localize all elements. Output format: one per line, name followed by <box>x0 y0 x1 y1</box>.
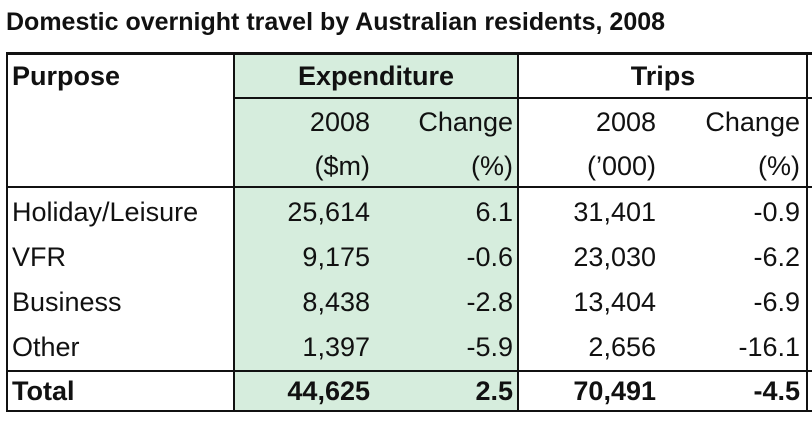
row-exp-2008: 1,397 <box>302 332 370 362</box>
total-trips-2008: 70,491 <box>573 376 656 406</box>
header-trips-year: 2008 <box>595 107 656 137</box>
header-expenditure: Expenditure <box>297 61 455 91</box>
header-exp-change: Change <box>418 107 513 137</box>
total-label: Total <box>12 376 75 406</box>
row-purpose: VFR <box>12 242 66 272</box>
row-purpose: Other <box>12 332 80 362</box>
total-trips-change: -4.5 <box>753 376 800 406</box>
row-trips-2008: 13,404 <box>573 287 656 317</box>
row-exp-change: -5.9 <box>466 332 513 362</box>
row-purpose: Business <box>12 287 122 317</box>
row-exp-2008: 8,438 <box>302 287 370 317</box>
table-title: Domestic overnight travel by Australian … <box>6 8 666 36</box>
unit-exp-value: ($m) <box>314 151 371 181</box>
row-exp-2008: 25,614 <box>287 197 370 227</box>
header-purpose: Purpose <box>12 61 121 91</box>
row-trips-change: -6.9 <box>753 287 800 317</box>
row-trips-2008: 2,656 <box>588 332 656 362</box>
table-left-border <box>6 52 8 412</box>
group-header-underline <box>234 97 812 99</box>
table-right-border <box>806 52 808 412</box>
header-bottom-border <box>6 186 812 188</box>
row-exp-change: -0.6 <box>466 242 513 272</box>
row-purpose: Holiday/Leisure <box>12 197 199 227</box>
row-exp-change: 6.1 <box>475 197 513 227</box>
purpose-column-divider <box>233 52 235 412</box>
row-exp-2008: 9,175 <box>302 242 370 272</box>
total-exp-change: 2.5 <box>475 376 513 406</box>
unit-trips-value: (’000) <box>586 151 656 181</box>
unit-trips-change: (%) <box>758 151 800 181</box>
expenditure-trips-divider <box>517 52 519 412</box>
header-trips-change: Change <box>705 107 800 137</box>
expenditure-column-band <box>234 53 518 412</box>
row-exp-change: -2.8 <box>466 287 513 317</box>
header-exp-year: 2008 <box>309 107 370 137</box>
row-trips-2008: 31,401 <box>573 197 656 227</box>
unit-exp-change: (%) <box>471 151 513 181</box>
total-top-border <box>6 370 812 372</box>
table-bottom-border <box>6 410 812 412</box>
row-trips-change: -6.2 <box>753 242 800 272</box>
table-top-border <box>6 52 812 55</box>
total-exp-2008: 44,625 <box>287 376 370 406</box>
header-trips: Trips <box>630 61 696 91</box>
row-trips-change: -0.9 <box>753 197 800 227</box>
row-trips-change: -16.1 <box>738 332 800 362</box>
row-trips-2008: 23,030 <box>573 242 656 272</box>
